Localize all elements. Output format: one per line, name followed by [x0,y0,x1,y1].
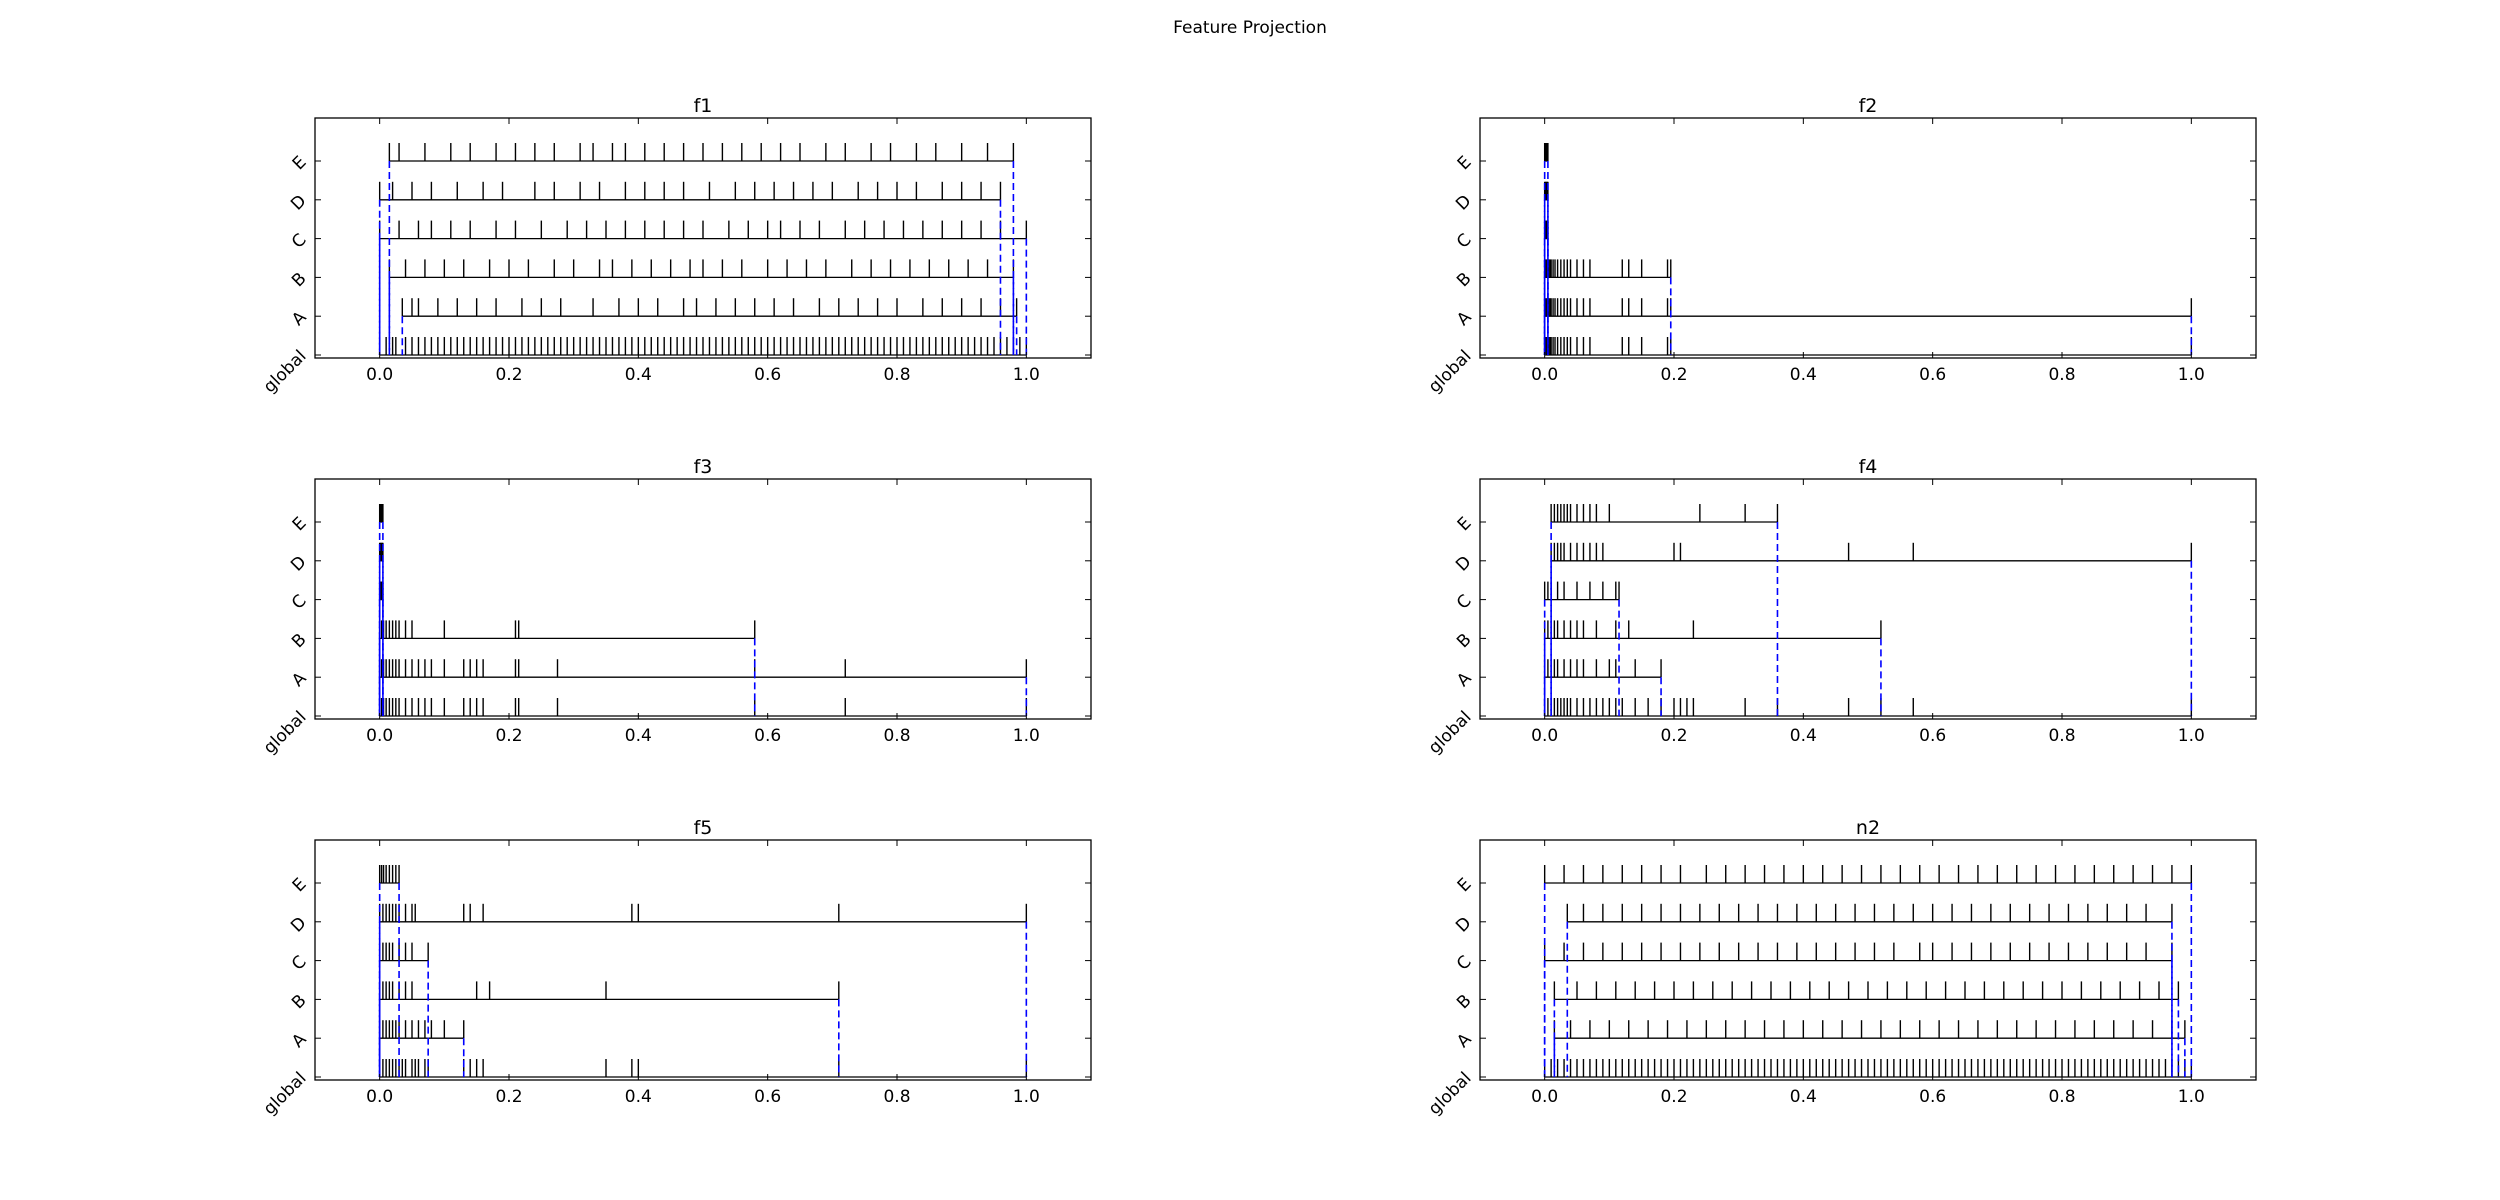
y-tick-label-e: E [289,152,311,174]
y-tick-label-b: B [1453,630,1475,652]
y-tick-label-d: D [287,913,310,936]
x-tick-label: 0.0 [1531,1087,1558,1107]
y-tick-label-e: E [289,874,311,896]
subplot-title: f3 [694,456,713,478]
y-tick-label-global: global [260,707,311,758]
x-tick-label: 0.6 [754,726,781,746]
y-tick-label-global: global [1425,707,1476,758]
y-tick-label-global: global [260,1068,311,1119]
x-tick-label: 0.6 [754,365,781,385]
subplot-title: f4 [1859,456,1878,478]
y-tick-label-b: B [1453,269,1475,291]
x-tick-label: 0.2 [1660,365,1687,385]
x-tick-label: 0.4 [1790,365,1817,385]
y-tick-label-c: C [288,230,311,253]
y-tick-label-a: A [288,1029,311,1052]
x-tick-label: 0.0 [366,726,393,746]
y-tick-label-d: D [1452,913,1475,936]
y-tick-label-d: D [287,191,310,214]
x-tick-label: 0.6 [1919,365,1946,385]
x-tick-label: 0.8 [2048,726,2075,746]
y-tick-label-a: A [288,668,311,691]
y-tick-label-c: C [288,591,311,614]
x-tick-label: 0.4 [625,365,652,385]
x-tick-label: 0.2 [495,726,522,746]
x-tick-label: 0.6 [754,1087,781,1107]
x-tick-label: 0.2 [1660,726,1687,746]
x-tick-label: 0.8 [883,726,910,746]
axes-frame [314,117,1092,359]
x-tick-label: 1.0 [2178,365,2205,385]
y-tick-label-global: global [1425,346,1476,397]
y-tick-label-e: E [1454,152,1476,174]
y-tick-label-a: A [1453,1029,1476,1052]
y-tick-label-b: B [288,269,310,291]
axes-frame [1479,117,2257,359]
y-tick-label-a: A [1453,307,1476,330]
x-tick-label: 0.6 [1919,726,1946,746]
axes-frame [314,478,1092,720]
y-tick-label-a: A [288,307,311,330]
y-tick-label-e: E [289,513,311,535]
y-tick-label-e: E [1454,513,1476,535]
x-tick-label: 0.0 [1531,726,1558,746]
subplot-title: f5 [694,817,713,839]
x-tick-label: 0.0 [366,365,393,385]
y-tick-label-e: E [1454,874,1476,896]
x-tick-label: 0.4 [1790,726,1817,746]
axes-frame [1479,839,2257,1081]
x-tick-label: 0.2 [495,1087,522,1107]
x-tick-label: 1.0 [2178,726,2205,746]
x-tick-label: 0.8 [883,1087,910,1107]
x-tick-label: 0.8 [2048,1087,2075,1107]
subplot-title: f1 [694,95,713,117]
x-tick-label: 0.2 [1660,1087,1687,1107]
x-tick-label: 0.4 [625,1087,652,1107]
y-tick-label-c: C [1453,230,1476,253]
y-tick-label-b: B [288,991,310,1013]
x-tick-label: 0.0 [366,1087,393,1107]
y-tick-label-b: B [288,630,310,652]
subplot-title: f2 [1859,95,1878,117]
subplot-title: n2 [1856,817,1880,839]
x-tick-label: 0.4 [1790,1087,1817,1107]
y-tick-label-c: C [288,952,311,975]
x-tick-label: 0.2 [495,365,522,385]
x-tick-label: 0.6 [1919,1087,1946,1107]
y-tick-label-a: A [1453,668,1476,691]
y-tick-label-c: C [1453,591,1476,614]
axes-frame [314,839,1092,1081]
y-tick-label-b: B [1453,991,1475,1013]
y-tick-label-global: global [260,346,311,397]
x-tick-label: 1.0 [1013,726,1040,746]
x-tick-label: 1.0 [1013,1087,1040,1107]
x-tick-label: 1.0 [1013,365,1040,385]
x-tick-label: 0.0 [1531,365,1558,385]
y-tick-label-d: D [1452,552,1475,575]
x-tick-label: 0.8 [2048,365,2075,385]
figure-title: Feature Projection [1173,18,1327,38]
x-tick-label: 0.8 [883,365,910,385]
y-tick-label-d: D [287,552,310,575]
y-tick-label-c: C [1453,952,1476,975]
axes-frame [1479,478,2257,720]
y-tick-label-d: D [1452,191,1475,214]
x-tick-label: 0.4 [625,726,652,746]
x-tick-label: 1.0 [2178,1087,2205,1107]
y-tick-label-global: global [1425,1068,1476,1119]
